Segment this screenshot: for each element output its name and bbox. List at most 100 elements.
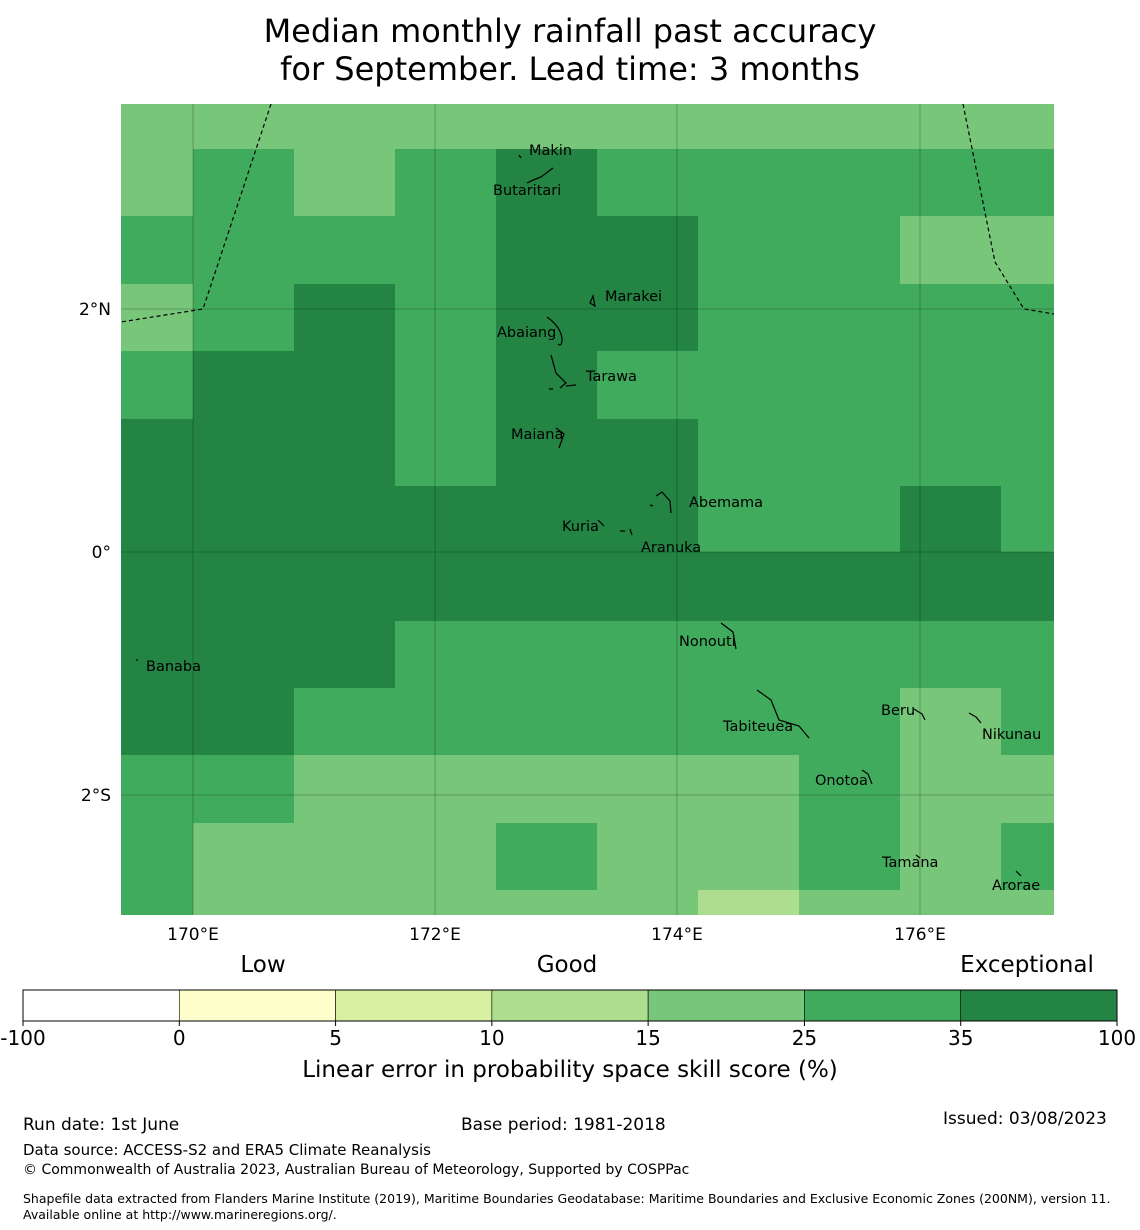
- grid-cell: [193, 149, 294, 216]
- grid-cell: [1001, 890, 1054, 915]
- grid-cell: [1001, 688, 1054, 755]
- grid-cell: [496, 890, 698, 915]
- grid-cell: [900, 823, 1001, 915]
- grid-cell: [395, 149, 496, 216]
- legend-tick-label: 25: [792, 1026, 817, 1050]
- grid-cell: [193, 351, 395, 419]
- base-period: Base period: 1981-2018: [461, 1115, 666, 1135]
- issued-date: Issued: 03/08/2023: [943, 1109, 1107, 1129]
- legend-frame: [22, 989, 1118, 1022]
- legend-swatch: [178, 989, 336, 1022]
- grid-cell: [121, 216, 193, 284]
- place-label-abemama: Abemama: [689, 495, 763, 511]
- legend-swatch: [960, 989, 1118, 1022]
- place-label-maiana: Maiana: [511, 427, 563, 443]
- legend-label: Linear error in probability space skill …: [302, 1057, 838, 1083]
- place-label-nonouti: Nonouti: [679, 634, 736, 650]
- legend-category: Exceptional: [960, 952, 1094, 978]
- grid-cell: [294, 216, 395, 284]
- legend-tick-label: 35: [948, 1026, 973, 1050]
- grid-cell: [698, 419, 1054, 486]
- lon-label: 172°E: [409, 925, 461, 945]
- grid-cell: [496, 149, 597, 216]
- eez-boundary: [120, 103, 1055, 323]
- graticule: [121, 104, 1054, 915]
- grid-cell: [597, 351, 1054, 419]
- grid-cell: [294, 284, 395, 351]
- legend-tick-label: 10: [479, 1026, 504, 1050]
- grid-cell: [121, 419, 395, 486]
- map-title-line1: Median monthly rainfall past accuracy: [263, 12, 877, 50]
- grid-cell: [121, 351, 193, 419]
- place-label-onotoa: Onotoa: [815, 773, 868, 789]
- legend-tick-label: 100: [1098, 1026, 1136, 1050]
- grid-cell: [121, 823, 193, 915]
- grid-cell: [121, 755, 294, 823]
- place-labels: Makin Butaritari Marakei Abaiang Tarawa Maian…: [146, 143, 1041, 894]
- place-label-tamana: Tamana: [881, 855, 938, 871]
- place-label-marakei: Marakei: [605, 289, 662, 305]
- grid-cell: [799, 890, 900, 915]
- grid-cell: [121, 552, 1054, 621]
- grid-cell: [597, 823, 799, 890]
- legend-category: Good: [537, 952, 598, 978]
- grid-cell: [121, 486, 698, 552]
- place-label-abaiang: Abaiang: [497, 325, 556, 341]
- legend-tick-label: 15: [635, 1026, 660, 1050]
- place-label-kuria: Kuria: [562, 519, 599, 535]
- legend-tick-label: 5: [329, 1026, 342, 1050]
- legend-colorbar: -100 0 5 10 15 25 35 100 Low Good Exceptional Linea…: [0, 952, 1136, 1083]
- map-title-line2: for September. Lead time: 3 months: [280, 50, 860, 88]
- grid-cell: [395, 216, 496, 284]
- grid-cell: [496, 351, 597, 419]
- run-date: Run date: 1st June: [23, 1115, 180, 1135]
- place-label-tabiteuea: Tabiteuea: [722, 719, 793, 735]
- copyright-notice: © Commonwealth of Australia 2023, Austra…: [23, 1162, 690, 1178]
- grid-cell: [294, 755, 799, 823]
- grid-cell: [121, 104, 1054, 149]
- grid-cell: [900, 216, 1054, 284]
- place-label-butaritari: Butaritari: [493, 183, 561, 199]
- grid-cell: [1001, 823, 1054, 890]
- grid-cell: [698, 284, 1054, 351]
- place-label-banaba: Banaba: [146, 659, 201, 675]
- place-label-makin: Makin: [529, 143, 572, 159]
- place-label-nikunau: Nikunau: [982, 727, 1041, 743]
- shapefile-credit: Shapefile data extracted from Flanders M…: [23, 1191, 1111, 1222]
- grid-cell: [193, 823, 496, 915]
- lat-label: 2°S: [81, 786, 111, 806]
- place-label-aranuka: Aranuka: [641, 540, 701, 556]
- lon-label: 174°E: [651, 925, 703, 945]
- grid-cell: [496, 284, 698, 351]
- axis-labels: 2°N 0° 2°S 170°E 172°E 174°E 176°E: [79, 300, 946, 945]
- legend-swatch: [22, 989, 180, 1022]
- island-outlines: [136, 154, 1022, 877]
- grid-cell: [799, 755, 900, 823]
- legend-swatch: [647, 989, 805, 1022]
- grid-cell: [395, 351, 496, 419]
- place-label-beru: Beru: [881, 703, 915, 719]
- grid-cell: [496, 419, 698, 486]
- legend-tick-label: -100: [0, 1026, 45, 1050]
- grid-cell: [900, 486, 1001, 552]
- grid-cell: [294, 149, 395, 216]
- grid-cell: [900, 688, 1001, 755]
- grid-cell: [395, 284, 496, 351]
- grid-cell: [597, 149, 900, 216]
- grid-cell: [121, 688, 294, 755]
- grid-cell: [121, 621, 395, 688]
- grid-cell: [121, 284, 193, 351]
- lon-label: 176°E: [894, 925, 946, 945]
- grid-cell: [698, 890, 799, 915]
- grid-cell: [496, 823, 597, 890]
- grid-cell: [193, 284, 294, 351]
- lat-label: 0°: [92, 543, 111, 563]
- legend-swatch: [335, 989, 493, 1022]
- grid-cell: [395, 419, 496, 486]
- lat-label: 2°N: [79, 300, 111, 320]
- grid-cell: [121, 149, 193, 216]
- grid-cell: [496, 216, 698, 284]
- legend-swatch: [491, 989, 649, 1022]
- grid-cell: [698, 486, 900, 552]
